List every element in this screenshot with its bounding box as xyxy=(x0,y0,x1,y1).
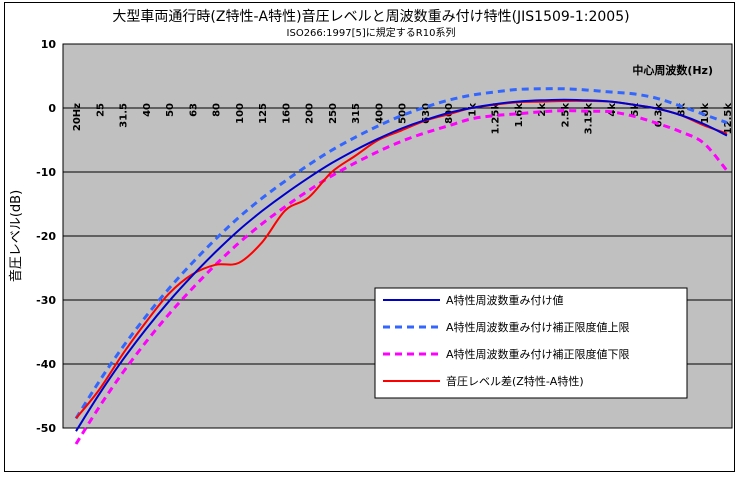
legend-box xyxy=(374,287,688,399)
x-tick-label: 6.3k xyxy=(653,103,664,128)
y-axis-title: 音圧レベル(dB) xyxy=(8,190,24,282)
x-tick-label: 40 xyxy=(142,103,153,117)
x-tick-label: 3.15k xyxy=(584,103,595,135)
y-tick-label: -40 xyxy=(36,358,56,371)
x-tick-label: 50 xyxy=(165,103,176,117)
x-tick-label: 250 xyxy=(328,103,339,124)
x-tick-label: 80 xyxy=(212,103,223,117)
y-tick-label: 0 xyxy=(48,102,56,115)
x-tick-label: 1.6k xyxy=(514,103,525,128)
y-tick-label: -20 xyxy=(36,230,56,243)
x-tick-label: 400 xyxy=(374,103,385,124)
x-tick-label: 2.5k xyxy=(560,103,571,128)
x-tick-label: 25 xyxy=(95,103,106,117)
y-tick-label: -30 xyxy=(36,294,56,307)
x-tick-label: 1.25k xyxy=(491,103,502,135)
y-tick-label: -10 xyxy=(36,166,56,179)
x-tick-label: 1k xyxy=(467,103,478,117)
x-tick-label: 63 xyxy=(188,103,199,117)
legend-label-a-weighting: A特性周波数重み付け値 xyxy=(446,293,564,307)
chart-frame: 10 0 -10 -20 -30 -40 -50 20Hz 25 31.5 40 50 63 80 100… xyxy=(4,2,735,472)
x-axis: 20Hz 25 31.5 40 50 63 80 100 125 160 200 250 315 400 5… xyxy=(72,103,734,135)
chart-subtitle: ISO266:1997[5]に規定するR10系列 xyxy=(287,26,456,39)
legend-label-upper-limit: A特性周波数重み付け補正限度値上限 xyxy=(446,320,630,334)
legend-label-level-diff: 音圧レベル差(Z特性-A特性) xyxy=(446,374,584,388)
x-tick-label: 10k xyxy=(700,103,711,124)
y-axis: 10 0 -10 -20 -30 -40 -50 xyxy=(36,38,56,435)
x-tick-label: 12.5k xyxy=(723,103,734,135)
x-tick-label: 315 xyxy=(351,103,362,124)
x-tick-label: 8k xyxy=(677,103,688,117)
x-tick-label: 4k xyxy=(607,103,618,117)
chart-title: 大型車両通行時(Z特性-A特性)音圧レベルと周波数重み付け特性(JIS1509-… xyxy=(112,8,629,25)
x-tick-label: 100 xyxy=(235,103,246,124)
chart-svg: 100-10-20-30-40-50 20Hz 25 31.5 40 50 63 80 100… xyxy=(8,8,734,445)
x-tick-label: 160 xyxy=(281,103,292,124)
series-group xyxy=(74,87,729,445)
x-tick-label: 125 xyxy=(258,103,269,124)
x-tick-label: 20Hz xyxy=(72,103,83,131)
x-axis-title: 中心周波数(Hz) xyxy=(632,63,713,77)
x-tick-label: 2k xyxy=(537,103,548,117)
x-tick-label: 5k xyxy=(630,103,641,117)
x-tick-label: 31.5 xyxy=(119,103,130,128)
y-tick-label: -50 xyxy=(36,422,56,435)
legend-label-lower-limit: A特性周波数重み付け補正限度値下限 xyxy=(446,347,630,361)
legend: A特性周波数重み付け値 A特性周波数重み付け補正限度値上限 A特性周波数重み付け… xyxy=(374,287,688,399)
series-line-a-weighting xyxy=(75,98,728,432)
series-line-lower-limit xyxy=(74,109,729,445)
x-tick-label: 500 xyxy=(398,103,409,124)
series-line-upper-limit xyxy=(74,87,728,420)
x-tick-label: 200 xyxy=(305,103,316,124)
y-tick-label: 10 xyxy=(41,38,57,51)
x-tick-label: 630 xyxy=(421,103,432,124)
